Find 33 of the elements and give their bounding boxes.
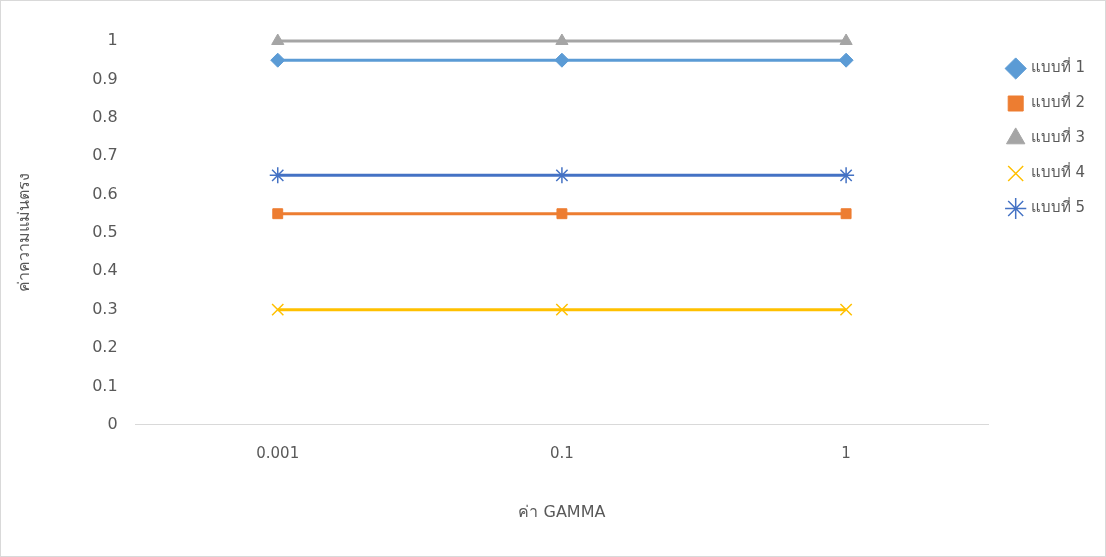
y-tick-label: 0.7 <box>92 145 118 165</box>
point <box>555 303 569 317</box>
y-tick-label: 0.9 <box>92 68 118 88</box>
legend-label: แบบที่ 3 <box>1030 126 1085 147</box>
y-tick-label: 0.8 <box>92 106 118 126</box>
point <box>838 52 854 68</box>
point <box>555 33 569 45</box>
y-tick-label: 0.5 <box>92 222 118 242</box>
y-tick-label: 0.3 <box>92 298 118 318</box>
y-tick-label: 0.1 <box>92 375 118 395</box>
point <box>839 33 853 45</box>
point <box>271 303 285 317</box>
point <box>556 208 568 220</box>
point <box>839 303 853 317</box>
y-axis-title: ค่าความแม่นตรง <box>13 173 33 293</box>
x-tick-label: 0.001 <box>256 443 300 462</box>
point <box>272 208 284 220</box>
y-tick-label: 0 <box>107 413 118 433</box>
point <box>270 52 286 68</box>
y-tick-label: 0.2 <box>92 337 118 357</box>
y-tick-label: 1 <box>107 30 118 50</box>
legend-label: แบบที่ 2 <box>1030 91 1085 112</box>
point <box>271 33 285 45</box>
x-tick-label: 1 <box>841 443 851 462</box>
point <box>840 208 852 220</box>
legend-label: แบบที่ 4 <box>1030 161 1085 182</box>
x-tick-label: 0.1 <box>549 443 574 462</box>
legend-label: แบบที่ 1 <box>1030 56 1085 77</box>
y-tick-label: 0.6 <box>92 183 118 203</box>
legend-label: แบบที่ 5 <box>1030 196 1085 217</box>
y-tick-label: 0.4 <box>92 260 118 280</box>
x-axis-title: ค่า GAMMA <box>518 501 606 521</box>
point <box>554 52 570 68</box>
